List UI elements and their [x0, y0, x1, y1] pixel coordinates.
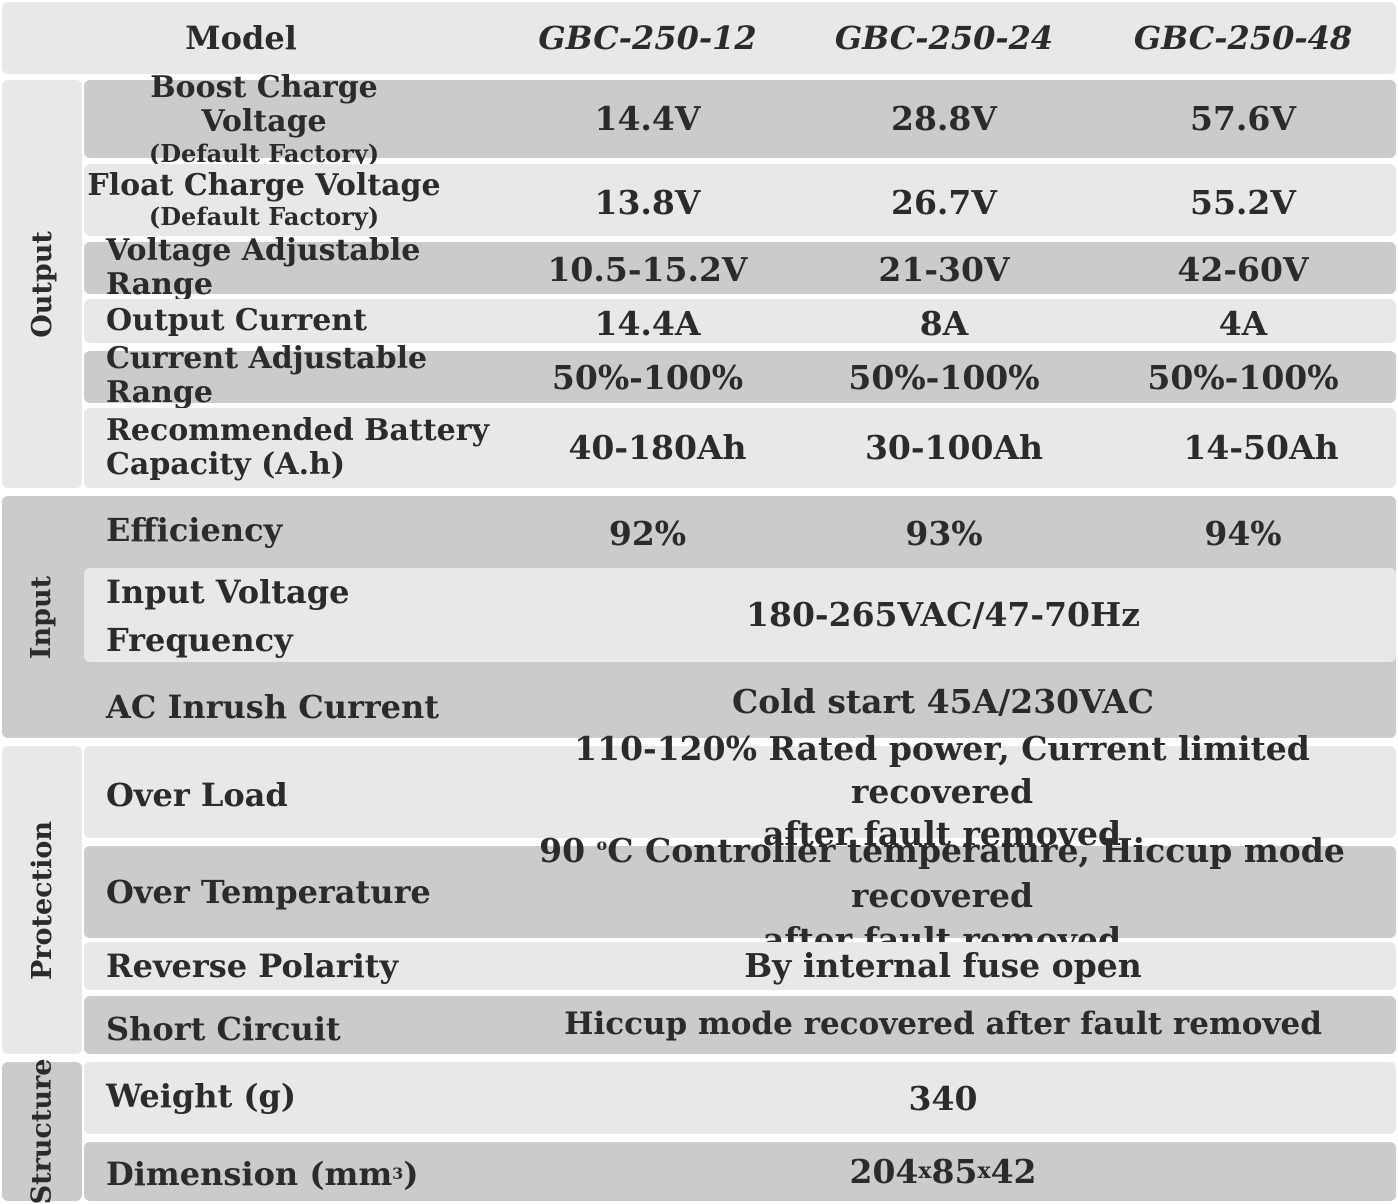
row-overload-value: 110-120% Rated power, Current limited re… [574, 728, 1310, 854]
section-structure-box [2, 1062, 82, 1201]
row-short-label: Short Circuit [106, 1009, 341, 1048]
model-header: Model [185, 18, 297, 57]
row-reverse [84, 942, 1396, 990]
row-vrange-value-1: 10.5-15.2V [547, 250, 748, 290]
section-structure-label: Structure [26, 1058, 58, 1204]
row-ocurrent [84, 299, 1396, 343]
section-output-label: Output [26, 230, 58, 338]
row-boost-value-1: 14.4V [594, 99, 701, 139]
row-weight [84, 1062, 1396, 1134]
section-protection-label: Protection [26, 820, 58, 980]
row-efficiency-value-3: 94% [1204, 514, 1282, 554]
row-ocurrent-value-3: 4A [1218, 304, 1268, 344]
row-crange-value-3: 50%-100% [1147, 358, 1339, 398]
row-reverse-label: Reverse Polarity [106, 946, 399, 985]
row-crange-value-2: 50%-100% [848, 358, 1040, 398]
model-col-2: GBC-250-24 [834, 18, 1054, 57]
row-vrange [84, 242, 1396, 294]
row-battery [84, 408, 1396, 488]
row-short-value: Hiccup mode recovered after fault remove… [564, 1006, 1322, 1043]
row-dimension [84, 1142, 1396, 1201]
row-vrange-value-2: 21-30V [878, 250, 1010, 290]
row-inrush-value: Cold start 45A/230VAC [731, 682, 1155, 722]
row-efficiency-value-2: 93% [905, 514, 983, 554]
row-float-value-1: 13.8V [594, 183, 701, 223]
row-overtemp-label: Over Temperature [106, 872, 431, 911]
row-overload [84, 746, 1396, 838]
row-battery-value-2: 30-100Ah [864, 428, 1044, 468]
row-boost-label: Boost Charge Voltage (Default Factory) [148, 69, 380, 168]
row-efficiency-label: Efficiency [106, 510, 283, 549]
row-ivf [84, 568, 1396, 662]
row-dimension-value: 204 x 85 x 42 [849, 1151, 1037, 1191]
section-output-box [2, 80, 82, 488]
row-battery-value-3: 14-50Ah [1183, 428, 1339, 468]
row-overload-label: Over Load [106, 775, 288, 814]
row-dimension-label: Dimension (mm 3) [106, 1155, 419, 1194]
section-protection-box [2, 746, 82, 1054]
row-reverse-value: By internal fuse open [744, 946, 1142, 986]
row-float-value-2: 26.7V [891, 183, 997, 223]
row-inrush-label: AC Inrush Current [106, 687, 440, 726]
row-boost-value-3: 57.6V [1190, 99, 1296, 139]
row-crange-value-1: 50%-100% [551, 358, 744, 398]
row-battery-label: Recommended Battery Capacity (A.h) [106, 412, 489, 482]
row-efficiency-value-1: 92% [608, 514, 687, 554]
row-ivf-label: Input Voltage Frequency [106, 573, 350, 659]
row-ocurrent-value-1: 14.4A [594, 304, 701, 344]
row-weight-label: Weight (g) [106, 1076, 297, 1115]
degree-symbol: o [596, 835, 608, 855]
row-crange-label: Current Adjustable Range [106, 340, 428, 410]
row-short [84, 996, 1396, 1054]
row-overtemp-value: 90 oC Controller temperature, Hiccup mod… [539, 831, 1345, 960]
row-float-value-3: 55.2V [1190, 183, 1296, 223]
model-col-3: GBC-250-48 [1133, 18, 1353, 57]
row-crange [84, 351, 1396, 403]
row-vrange-label: Voltage Adjustable Range [106, 232, 421, 302]
row-boost [84, 80, 1396, 158]
row-ivf-value: 180-265VAC/47-70Hz [746, 595, 1140, 635]
row-ocurrent-value-2: 8A [919, 304, 969, 344]
row-vrange-value-3: 42-60V [1177, 250, 1309, 290]
header-row [2, 2, 1396, 74]
row-boost-value-2: 28.8V [891, 99, 997, 139]
model-col-1: GBC-250-12 [538, 18, 757, 57]
row-float [84, 164, 1396, 236]
row-battery-value-1: 40-180Ah [568, 428, 747, 468]
row-float-label: Float Charge Voltage (Default Factory) [87, 167, 441, 232]
row-weight-value: 340 [908, 1079, 978, 1119]
section-input-label: Input [26, 575, 58, 659]
row-ocurrent-label: Output Current [106, 302, 367, 338]
row-overtemp [84, 846, 1396, 938]
